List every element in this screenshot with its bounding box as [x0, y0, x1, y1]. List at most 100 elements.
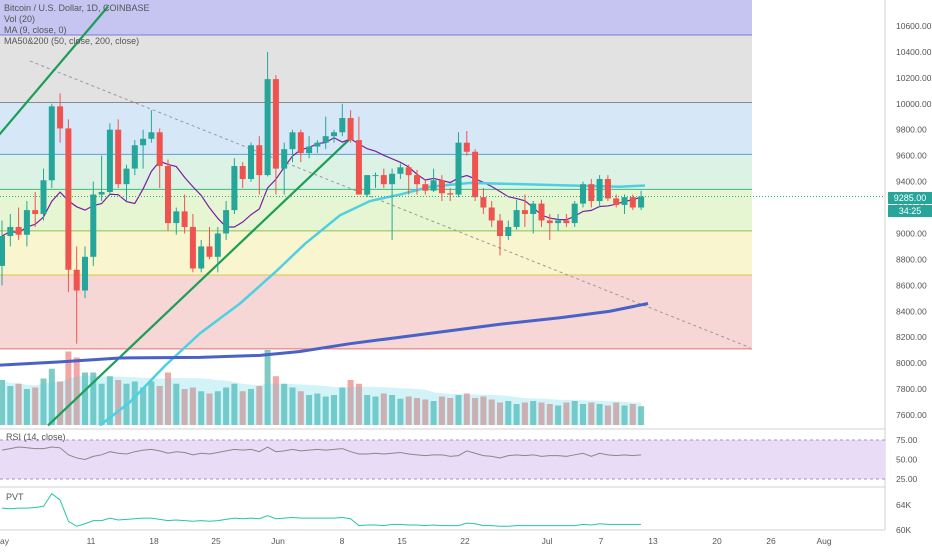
volume-bar — [604, 405, 611, 425]
time-tick-label: 22 — [460, 536, 470, 546]
volume-bar — [555, 405, 562, 425]
time-tick-label: 18 — [149, 536, 159, 546]
candle-body — [380, 175, 387, 185]
time-tick-label: Aug — [816, 536, 831, 546]
volume-bar — [563, 402, 570, 425]
price-tick-label: 9800.00 — [896, 125, 927, 135]
price-tick-label: 10000.00 — [896, 99, 932, 109]
volume-bar — [90, 372, 97, 425]
candle-body — [513, 210, 520, 227]
candle-body — [48, 106, 55, 181]
candle-body — [339, 118, 346, 133]
candle-body — [181, 211, 188, 227]
volume-bar — [140, 387, 147, 425]
volume-bar — [480, 396, 487, 425]
price-tick-label: 8000.00 — [896, 358, 927, 368]
candle-body — [538, 203, 545, 221]
candle-body — [65, 128, 72, 270]
volume-bar — [530, 401, 537, 425]
volume-bar — [256, 386, 263, 425]
volume-bar — [613, 402, 620, 425]
rsi-tick-label: 75.00 — [896, 435, 918, 445]
candle-body — [148, 132, 155, 139]
candle-body — [256, 145, 263, 176]
volume-bar — [272, 376, 279, 425]
volume-bar — [380, 393, 387, 425]
candle-body — [223, 210, 230, 234]
candle-body — [73, 269, 80, 291]
time-tick-label: 11 — [87, 536, 96, 546]
volume-bar — [339, 387, 346, 425]
candle-body — [405, 167, 412, 176]
price-tick-label: 9400.00 — [896, 177, 927, 187]
volume-bar — [314, 393, 321, 425]
time-tick-label: 15 — [397, 536, 407, 546]
candle-body — [239, 166, 246, 179]
volume-bar — [538, 402, 545, 425]
volume-bar — [206, 393, 213, 425]
candle-body — [414, 175, 420, 185]
candle-body — [272, 79, 279, 169]
rsi-line — [1, 446, 642, 461]
time-tick-label: 13 — [648, 536, 658, 546]
candle-body — [472, 151, 479, 198]
candle-body — [322, 136, 329, 143]
volume-bar — [223, 387, 230, 425]
volume-bar — [447, 398, 454, 425]
candle-body — [480, 197, 487, 208]
countdown-badge: 34:25 — [888, 205, 932, 217]
candle-body — [463, 142, 470, 152]
volume-bar — [231, 383, 238, 425]
candle-body — [530, 203, 537, 214]
candle-body — [347, 118, 354, 141]
indicator-vol-label[interactable]: Vol (20) — [4, 14, 36, 24]
rsi-tick-label: 50.00 — [896, 455, 918, 465]
candle-body — [563, 220, 570, 224]
volume-bar — [438, 396, 445, 425]
candle-body — [505, 226, 512, 237]
candle-body — [447, 193, 454, 195]
volume-bar — [173, 383, 180, 425]
volume-bar — [264, 350, 271, 425]
candle-body — [15, 226, 22, 235]
candle-body — [98, 191, 105, 195]
candle-body — [629, 197, 636, 208]
candle-body — [106, 129, 113, 192]
indicator-ma50-200-label[interactable]: MA50&200 (50, close, 200, close) — [4, 36, 140, 46]
indicator-ma9-label[interactable]: MA (9, close, 0) — [4, 25, 67, 35]
time-tick-label: 26 — [766, 536, 776, 546]
volume-bar — [289, 387, 296, 425]
candle-body — [173, 211, 180, 224]
candle-body — [555, 220, 562, 224]
volume-bar — [148, 381, 155, 425]
volume-bar — [355, 383, 362, 425]
rsi-label[interactable]: RSI (14, close) — [6, 432, 66, 442]
volume-bar — [306, 395, 313, 425]
candle-body — [189, 226, 196, 269]
candle-body — [214, 233, 221, 257]
volume-bar — [82, 372, 88, 425]
price-tick-label: 7600.00 — [896, 410, 927, 420]
candle-body — [638, 196, 645, 208]
candle-body — [264, 79, 271, 176]
fib-zone — [0, 0, 752, 36]
price-tick-label: 7800.00 — [896, 384, 927, 394]
time-tick-label: 8 — [340, 536, 345, 546]
volume-bar — [198, 391, 205, 425]
pvt-label[interactable]: PVT — [6, 492, 24, 502]
price-tick-label: 10200.00 — [896, 73, 932, 83]
candle-body — [297, 132, 304, 154]
candle-body — [430, 180, 437, 191]
price-tick-label: 8800.00 — [896, 254, 927, 264]
rsi-band — [0, 440, 885, 479]
volume-bar — [488, 399, 495, 425]
volume-bar — [521, 402, 528, 425]
candle-body — [82, 256, 88, 291]
candle-body — [23, 210, 30, 235]
volume-bar — [580, 404, 586, 425]
volume-bar — [7, 386, 14, 425]
fib-zone — [0, 274, 752, 349]
volume-bar — [73, 357, 80, 425]
